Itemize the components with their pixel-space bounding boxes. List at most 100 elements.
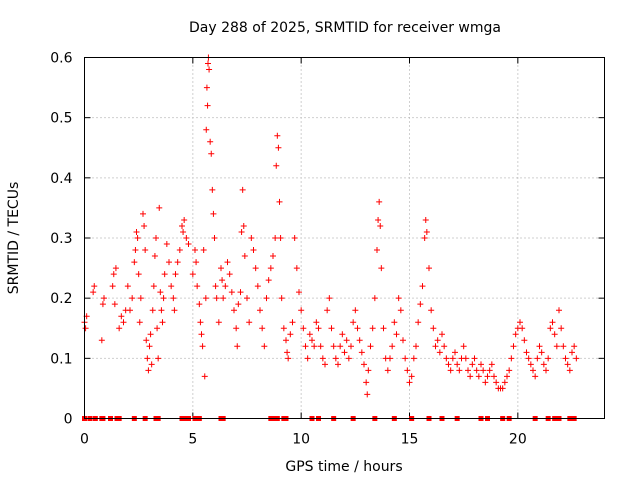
data-point bbox=[172, 271, 179, 278]
data-point bbox=[571, 343, 578, 350]
data-point bbox=[283, 337, 289, 344]
data-point bbox=[445, 361, 452, 368]
data-point bbox=[322, 361, 328, 368]
data-point bbox=[127, 307, 133, 314]
data-point bbox=[426, 265, 432, 272]
data-point bbox=[151, 253, 158, 260]
data-point bbox=[460, 343, 467, 350]
data-point bbox=[343, 337, 350, 344]
data-point bbox=[519, 325, 526, 332]
data-point bbox=[112, 265, 119, 272]
data-point bbox=[540, 361, 547, 368]
data-point bbox=[369, 325, 376, 332]
data-point bbox=[202, 295, 209, 302]
data-point bbox=[238, 228, 245, 235]
data-point bbox=[566, 367, 573, 374]
data-point bbox=[240, 222, 247, 229]
data-point bbox=[384, 367, 391, 374]
data-point bbox=[441, 343, 448, 350]
data-point bbox=[205, 60, 211, 67]
chart-title: Day 288 of 2025, SRMTID for receiver wmg… bbox=[189, 20, 501, 36]
data-point bbox=[501, 379, 508, 386]
data-point bbox=[508, 355, 515, 362]
data-point bbox=[192, 247, 198, 254]
data-point bbox=[313, 319, 320, 326]
data-point bbox=[200, 247, 207, 254]
data-point bbox=[174, 259, 181, 266]
data-point bbox=[523, 349, 530, 356]
data-point bbox=[90, 289, 97, 296]
data-point bbox=[176, 247, 183, 254]
data-point bbox=[170, 295, 177, 302]
data-point bbox=[219, 277, 226, 284]
data-point bbox=[488, 361, 495, 368]
data-point bbox=[206, 66, 213, 73]
data-point bbox=[280, 325, 287, 332]
data-point bbox=[99, 301, 106, 308]
data-point bbox=[131, 259, 138, 266]
data-point bbox=[155, 355, 162, 362]
data-point bbox=[417, 301, 424, 308]
data-point bbox=[375, 216, 382, 223]
data-point bbox=[549, 319, 556, 326]
data-point bbox=[562, 355, 569, 362]
data-point bbox=[289, 319, 296, 326]
data-point bbox=[183, 235, 190, 241]
data-point bbox=[400, 337, 406, 344]
y-tick-label: 0.5 bbox=[50, 111, 72, 127]
data-point bbox=[447, 367, 454, 374]
data-point bbox=[287, 331, 294, 338]
data-point bbox=[109, 283, 116, 290]
data-point bbox=[161, 271, 168, 278]
data-point bbox=[332, 355, 339, 362]
data-point bbox=[356, 337, 363, 344]
data-point bbox=[142, 247, 149, 254]
data-point bbox=[309, 337, 315, 344]
data-point bbox=[276, 198, 283, 205]
data-point bbox=[421, 235, 428, 241]
data-point bbox=[543, 367, 549, 374]
grid bbox=[84, 57, 605, 419]
data-point bbox=[298, 307, 305, 314]
data-point bbox=[521, 337, 528, 344]
data-points bbox=[81, 54, 580, 398]
data-point bbox=[153, 235, 159, 241]
data-point bbox=[510, 343, 517, 350]
data-point bbox=[449, 355, 456, 362]
data-point bbox=[239, 186, 246, 193]
data-point bbox=[326, 295, 333, 302]
data-point bbox=[300, 325, 307, 332]
data-point bbox=[387, 355, 393, 362]
data-point bbox=[560, 343, 567, 350]
plot-frame bbox=[84, 57, 605, 419]
data-point bbox=[147, 331, 154, 338]
data-point bbox=[504, 373, 510, 380]
data-point bbox=[389, 343, 396, 350]
data-point bbox=[345, 355, 352, 362]
data-point bbox=[475, 373, 482, 380]
data-point bbox=[181, 216, 188, 223]
data-point bbox=[204, 102, 211, 109]
data-point bbox=[306, 331, 313, 338]
y-tick-label: 0.1 bbox=[50, 351, 72, 367]
data-point bbox=[512, 331, 519, 338]
data-point bbox=[499, 385, 506, 392]
data-point bbox=[148, 361, 155, 368]
data-point bbox=[352, 307, 359, 314]
data-point bbox=[443, 355, 450, 362]
data-point bbox=[259, 325, 266, 332]
data-point bbox=[228, 289, 235, 296]
data-point bbox=[536, 343, 543, 350]
data-point bbox=[159, 319, 166, 326]
data-point bbox=[203, 84, 210, 91]
data-point bbox=[558, 325, 565, 332]
data-point bbox=[193, 259, 200, 266]
data-point bbox=[226, 271, 233, 278]
data-point bbox=[198, 331, 205, 338]
data-point bbox=[319, 355, 326, 362]
data-point bbox=[257, 307, 263, 314]
data-point bbox=[168, 283, 175, 290]
data-point bbox=[166, 259, 172, 266]
data-point bbox=[237, 289, 244, 296]
data-point bbox=[317, 343, 324, 350]
